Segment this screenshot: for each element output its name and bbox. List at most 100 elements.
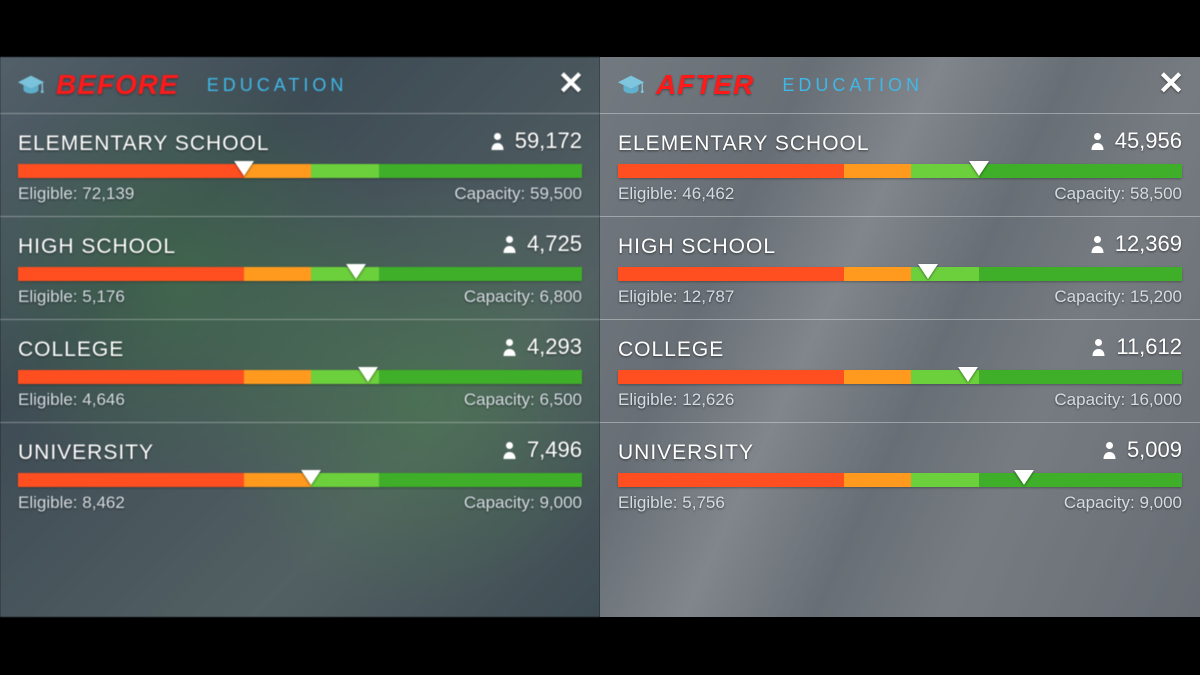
enrolled-count-value: 7,496 [527,437,582,463]
capacity-value: 15,200 [1130,287,1182,306]
enrolled-count: 59,172 [490,128,582,154]
eligible-label: Eligible: 8,462 [18,493,125,513]
close-icon[interactable]: ✕ [1156,70,1186,100]
capacity-bar [618,473,1182,487]
capacity-value: 9,000 [539,493,582,512]
person-icon [1090,132,1105,150]
state-label: AFTER [656,69,754,101]
education-panel-before: BEFOREEDUCATION✕ELEMENTARY SCHOOL59,172E… [0,57,600,617]
capacity-value: 16,000 [1130,390,1182,409]
person-icon [1091,338,1106,356]
education-row: HIGH SCHOOL 4,725 Eligible: 5,176 Capacity:… [0,216,600,319]
capacity-marker-icon [918,264,938,279]
capacity-label: Capacity: 59,500 [454,184,582,204]
capacity-label: Capacity: 9,000 [1064,493,1182,513]
eligible-label: Eligible: 72,139 [18,184,134,204]
capacity-bar [18,164,582,178]
eligible-label: Eligible: 12,626 [618,390,734,410]
school-level-name: ELEMENTARY SCHOOL [18,132,270,156]
capacity-marker-icon [234,161,254,176]
education-row: ELEMENTARY SCHOOL 45,956 Eligible: 46,462 C… [600,113,1200,216]
eligible-value: 72,139 [82,184,134,203]
enrolled-count-value: 59,172 [515,128,582,154]
capacity-marker-icon [958,367,978,382]
capacity-label: Capacity: 6,500 [464,390,582,410]
capacity-value: 9,000 [1139,493,1182,512]
state-label: BEFORE [56,69,179,101]
person-icon [1090,235,1105,253]
school-level-name: COLLEGE [18,338,124,362]
capacity-bar [618,370,1182,384]
capacity-bar [18,370,582,384]
capacity-value: 59,500 [530,184,582,203]
capacity-value: 58,500 [1130,184,1182,203]
capacity-marker-icon [1014,470,1034,485]
eligible-value: 5,756 [682,493,725,512]
panel-header: BEFORE EDUCATION ✕ [0,57,600,113]
person-icon [1102,441,1117,459]
enrolled-count-value: 11,612 [1116,334,1182,360]
capacity-bar [618,164,1182,178]
school-level-name: COLLEGE [618,338,724,362]
comparison-screen: BEFOREEDUCATION✕ELEMENTARY SCHOOL59,172E… [0,57,1200,617]
school-level-name: HIGH SCHOOL [18,235,176,259]
eligible-value: 5,176 [82,287,125,306]
enrolled-count: 4,725 [502,231,582,257]
education-panel-after: AFTER EDUCATION ✕ ELEMENTARY SCHOOL 45,956 El… [600,57,1200,617]
enrolled-count-value: 12,369 [1115,231,1182,257]
capacity-bar [618,267,1182,281]
enrolled-count: 12,369 [1090,231,1182,257]
school-level-name: UNIVERSITY [618,441,754,465]
capacity-value: 6,800 [539,287,582,306]
capacity-marker-icon [301,470,321,485]
education-row: UNIVERSITY 5,009 Eligible: 5,756 Capacity: … [600,422,1200,525]
eligible-value: 46,462 [682,184,734,203]
close-icon[interactable]: ✕ [556,70,586,100]
capacity-label: Capacity: 9,000 [464,493,582,513]
enrolled-count-value: 5,009 [1127,437,1182,463]
education-row: COLLEGE 4,293 Eligible: 4,646 Capacity: 6,5… [0,319,600,422]
capacity-marker-icon [346,264,366,279]
panel-header: AFTER EDUCATION ✕ [600,57,1200,113]
education-row: HIGH SCHOOL 12,369 Eligible: 12,787 Capacit… [600,216,1200,319]
capacity-label: Capacity: 15,200 [1054,287,1182,307]
capacity-marker-icon [969,161,989,176]
graduation-cap-icon [16,73,46,97]
person-icon [490,132,505,150]
enrolled-count: 45,956 [1090,128,1182,154]
capacity-label: Capacity: 6,800 [464,287,582,307]
capacity-label: Capacity: 16,000 [1054,390,1182,410]
eligible-label: Eligible: 5,176 [18,287,125,307]
person-icon [502,441,517,459]
enrolled-count: 4,293 [502,334,582,360]
capacity-bar [18,473,582,487]
enrolled-count-value: 4,293 [527,334,582,360]
person-icon [502,338,517,356]
enrolled-count-value: 45,956 [1115,128,1182,154]
capacity-marker-icon [358,367,378,382]
capacity-label: Capacity: 58,500 [1054,184,1182,204]
panel-title: EDUCATION [782,75,923,96]
school-level-name: UNIVERSITY [18,441,154,465]
eligible-value: 8,462 [82,493,125,512]
eligible-label: Eligible: 5,756 [618,493,725,513]
enrolled-count: 5,009 [1102,437,1182,463]
graduation-cap-icon [616,73,646,97]
enrolled-count-value: 4,725 [527,231,582,257]
capacity-value: 6,500 [539,390,582,409]
eligible-label: Eligible: 46,462 [618,184,734,204]
eligible-label: Eligible: 12,787 [618,287,734,307]
enrolled-count: 11,612 [1091,334,1182,360]
education-row: COLLEGE 11,612 Eligible: 12,626 Capacity: 1… [600,319,1200,422]
panel-title: EDUCATION [207,75,348,96]
eligible-value: 4,646 [82,390,125,409]
eligible-label: Eligible: 4,646 [18,390,125,410]
eligible-value: 12,787 [682,287,734,306]
enrolled-count: 7,496 [502,437,582,463]
eligible-value: 12,626 [682,390,734,409]
school-level-name: ELEMENTARY SCHOOL [618,132,870,156]
education-row: ELEMENTARY SCHOOL 59,172 Eligible: 72,139 C… [0,113,600,216]
person-icon [502,235,517,253]
school-level-name: HIGH SCHOOL [618,235,776,259]
capacity-bar [18,267,582,281]
